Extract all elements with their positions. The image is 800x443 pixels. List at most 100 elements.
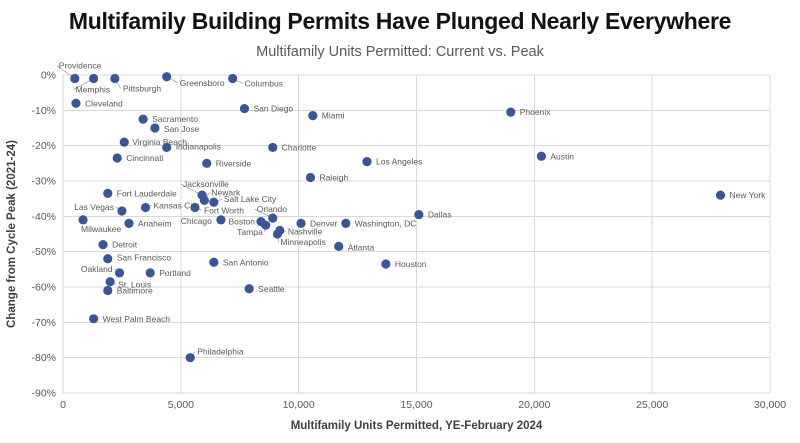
- label-jacksonville: Jacksonville: [183, 179, 229, 189]
- point-san-antonio: [209, 257, 219, 267]
- label-fort-worth: Fort Worth: [204, 206, 244, 216]
- point-detroit: [98, 240, 108, 250]
- point-miami: [308, 111, 318, 121]
- chart-subtitle: Multifamily Units Permitted: Current vs.…: [256, 44, 544, 60]
- point-greensboro: [162, 72, 172, 82]
- label-seattle: Seattle: [258, 284, 285, 294]
- point-cleveland: [71, 98, 81, 108]
- label-san-antonio: San Antonio: [223, 257, 269, 267]
- y-axis-title: Change from Cycle Peak (2021-24): [6, 140, 18, 328]
- y-tick-label: -70%: [31, 317, 56, 329]
- label-pittsburgh: Pittsburgh: [123, 84, 162, 94]
- point-riverside: [202, 158, 212, 168]
- label-portland: Portland: [159, 268, 191, 278]
- point-phoenix: [506, 107, 516, 117]
- y-tick-label: -40%: [31, 211, 56, 223]
- x-tick-label: 5,000: [168, 399, 194, 411]
- point-seattle: [244, 284, 254, 294]
- label-las-vegas: Las Vegas: [74, 202, 114, 212]
- label-kansas-city: Kansas City: [153, 201, 199, 211]
- label-memphis: Memphis: [76, 85, 110, 95]
- point-milwaukee: [78, 215, 88, 225]
- point-chicago: [216, 215, 226, 225]
- point-west-palm-beach: [89, 314, 99, 324]
- point-fort-lauderdale: [103, 188, 113, 198]
- point-kansas-city: [140, 202, 151, 213]
- point-houston: [381, 259, 391, 269]
- point-columbus: [228, 73, 238, 84]
- point-portland: [145, 268, 155, 278]
- label-denver: Denver: [310, 218, 338, 228]
- label-chicago: Chicago: [181, 216, 212, 226]
- label-dallas: Dallas: [428, 210, 452, 220]
- label-anaheim: Anaheim: [138, 218, 172, 228]
- point-minneapolis: [272, 229, 283, 239]
- point-raleigh: [305, 172, 316, 183]
- point-dallas: [414, 209, 424, 220]
- y-tick-label: -60%: [31, 282, 56, 294]
- y-tick-label: -80%: [31, 352, 56, 364]
- plot-area: 0% -10% -20% -30% -40% -50% -60% -70% -80% -90% 0 5…: [6, 62, 786, 432]
- point-indianapolis: [162, 142, 172, 153]
- point-newark: [199, 195, 209, 206]
- point-memphis: [89, 73, 99, 84]
- y-tick-label: -90%: [31, 388, 56, 400]
- label-minneapolis: Minneapolis: [280, 237, 325, 247]
- label-atlanta: Atlanta: [348, 242, 375, 252]
- point-austin: [536, 151, 547, 161]
- label-indianapolis: Indianapolis: [176, 141, 221, 151]
- label-philadelphia: Philadelphia: [197, 347, 244, 357]
- point-philadelphia: [185, 353, 195, 363]
- label-newark: Newark: [211, 187, 241, 197]
- label-nashville: Nashville: [288, 226, 323, 236]
- label-new-york: New York: [730, 190, 767, 200]
- label-oakland: Oakland: [81, 264, 113, 274]
- point-san-francisco: [103, 254, 113, 264]
- y-tick-label: -50%: [31, 246, 56, 258]
- label-virginia-beach: Virginia Beach: [132, 137, 187, 147]
- y-tick-label: -30%: [31, 176, 56, 188]
- point-charlotte: [268, 142, 278, 153]
- y-tick-label: -10%: [31, 105, 56, 117]
- point-las-vegas: [117, 206, 127, 216]
- label-baltimore: Baltimore: [117, 286, 153, 296]
- point-virginia-beach: [119, 137, 129, 147]
- point-baltimore: [103, 285, 113, 296]
- label-austin: Austin: [550, 151, 574, 161]
- label-detroit: Detroit: [112, 240, 138, 250]
- point-st-louis: [105, 277, 115, 287]
- x-tick-label: 20,000: [518, 399, 550, 411]
- label-charlotte: Charlotte: [282, 142, 317, 152]
- x-tick-label: 15,000: [400, 399, 432, 411]
- point-pittsburgh: [110, 73, 120, 84]
- point-orlando: [268, 213, 278, 223]
- x-tick-label: 30,000: [754, 399, 786, 411]
- point-san-jose: [150, 123, 160, 133]
- label-washington-dc: Washington, DC: [355, 218, 417, 228]
- x-axis-title: Multifamily Units Permitted, YE-February…: [291, 420, 543, 432]
- point-washington-dc: [341, 218, 351, 228]
- label-greensboro: Greensboro: [180, 78, 225, 88]
- label-tampa: Tampa: [237, 227, 263, 237]
- label-providence: Providence: [59, 62, 102, 71]
- label-san-francisco: San Francisco: [117, 253, 172, 263]
- point-fort-worth: [190, 202, 200, 213]
- point-denver: [296, 218, 306, 228]
- label-columbus: Columbus: [245, 79, 283, 89]
- label-milwaukee: Milwaukee: [81, 224, 121, 234]
- point-los-angeles: [362, 156, 372, 167]
- label-riverside: Riverside: [216, 158, 252, 168]
- point-sacramento: [138, 114, 148, 124]
- point-san-diego: [239, 103, 250, 114]
- label-miami: Miami: [322, 111, 345, 121]
- label-san-jose: San Jose: [164, 124, 200, 134]
- label-cincinnati: Cincinnati: [126, 153, 163, 163]
- x-tick-label: 10,000: [283, 399, 315, 411]
- x-tick-label: 25,000: [636, 399, 668, 411]
- label-los-angeles: Los Angeles: [376, 157, 422, 167]
- point-new-york: [715, 190, 726, 200]
- point-cincinnati: [112, 153, 122, 163]
- y-tick-label: -20%: [31, 140, 56, 152]
- label-st-louis: St. Louis: [118, 280, 151, 290]
